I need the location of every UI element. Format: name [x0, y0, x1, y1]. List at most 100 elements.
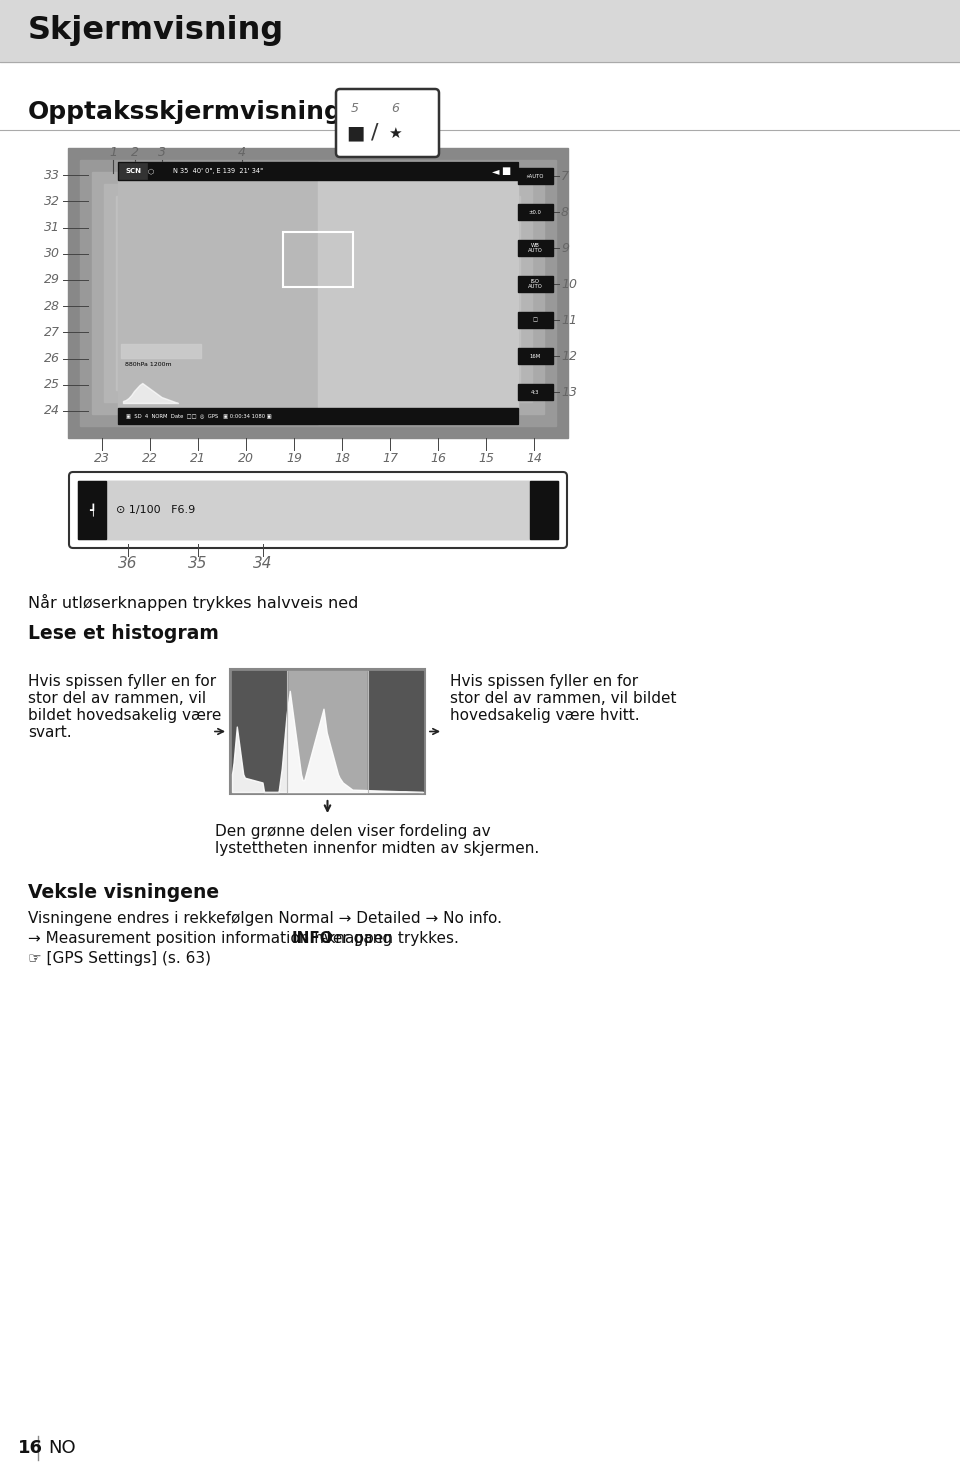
Text: ⊙ 1/100   F6.9: ⊙ 1/100 F6.9	[116, 505, 195, 516]
Bar	[518, 313, 553, 328]
Bar	[318, 162, 518, 424]
Text: WB
AUTO: WB AUTO	[528, 243, 542, 253]
Bar	[68, 148, 568, 439]
Text: Opptaksskjermvisninger: Opptaksskjermvisninger	[28, 99, 372, 124]
Bar	[104, 184, 532, 402]
Text: svart.: svart.	[28, 725, 72, 740]
Text: 1: 1	[109, 147, 117, 160]
Text: 2: 2	[131, 147, 139, 160]
Bar	[118, 162, 518, 424]
Text: N 35  40' 0", E 139  21' 34": N 35 40' 0", E 139 21' 34"	[173, 167, 263, 173]
Text: stor del av rammen, vil: stor del av rammen, vil	[28, 691, 206, 705]
Text: 11: 11	[561, 314, 577, 326]
Text: 27: 27	[44, 326, 60, 339]
Bar	[92, 172, 544, 413]
Text: lystettheten innenfor midten av skjermen.: lystettheten innenfor midten av skjermen…	[215, 840, 540, 857]
Text: 21: 21	[190, 452, 206, 464]
Text: 3: 3	[158, 147, 166, 160]
Text: 35: 35	[188, 557, 207, 572]
Text: SCN: SCN	[125, 167, 141, 173]
Text: ┩: ┩	[88, 504, 95, 517]
Text: ±0.0: ±0.0	[529, 209, 541, 215]
Text: Lese et histogram: Lese et histogram	[28, 624, 219, 643]
Text: 34: 34	[253, 557, 273, 572]
Bar	[518, 384, 553, 400]
Text: 16M: 16M	[529, 354, 540, 359]
Text: 22: 22	[142, 452, 158, 464]
Text: 4: 4	[238, 147, 246, 160]
Text: stor del av rammen, vil bildet: stor del av rammen, vil bildet	[450, 691, 677, 705]
Text: 16: 16	[18, 1439, 43, 1457]
Text: 15: 15	[478, 452, 494, 464]
Bar	[116, 196, 520, 390]
Text: INFO: INFO	[291, 931, 333, 946]
Text: Når utløserknappen trykkes halvveis ned: Når utløserknappen trykkes halvveis ned	[28, 594, 358, 611]
Text: Skjermvisning: Skjermvisning	[28, 15, 284, 46]
Text: /: /	[372, 123, 379, 142]
Text: ◄: ◄	[492, 166, 500, 176]
Text: ★: ★	[388, 126, 402, 141]
Bar	[119, 163, 147, 179]
Text: 13: 13	[561, 385, 577, 399]
Bar	[232, 671, 423, 791]
Text: 31: 31	[44, 221, 60, 234]
Text: → Measurement position information hver gang: → Measurement position information hver …	[28, 931, 397, 946]
Bar	[518, 205, 553, 219]
Text: -knappen trykkes.: -knappen trykkes.	[322, 931, 459, 946]
Text: 4:3: 4:3	[531, 390, 540, 394]
Text: 12: 12	[561, 350, 577, 363]
Bar	[118, 408, 518, 424]
Bar	[518, 348, 553, 365]
Text: 29: 29	[44, 273, 60, 286]
Text: 17: 17	[382, 452, 398, 464]
Text: ▣  SD  4  NORM  Date  □□  ◎  GPS   ▣ 0:00:34 1080 ▣: ▣ SD 4 NORM Date □□ ◎ GPS ▣ 0:00:34 1080…	[126, 413, 272, 418]
Text: 5: 5	[351, 101, 359, 114]
Text: Hvis spissen fyller en for: Hvis spissen fyller en for	[450, 674, 638, 689]
Text: 16: 16	[430, 452, 446, 464]
Text: 23: 23	[94, 452, 110, 464]
Text: 9: 9	[561, 242, 569, 255]
Bar	[518, 276, 553, 292]
Text: 14: 14	[526, 452, 542, 464]
Bar	[530, 482, 558, 539]
Text: Visningene endres i rekkefølgen Normal → Detailed → No info.: Visningene endres i rekkefølgen Normal →…	[28, 911, 502, 926]
Text: hovedsakelig være hvitt.: hovedsakelig være hvitt.	[450, 708, 639, 723]
Bar	[518, 240, 553, 256]
Text: 20: 20	[238, 452, 254, 464]
Text: 25: 25	[44, 378, 60, 391]
Text: NO: NO	[48, 1439, 76, 1457]
Text: ⚡AUTO: ⚡AUTO	[526, 173, 544, 178]
Text: 32: 32	[44, 194, 60, 207]
Text: Veksle visningene: Veksle visningene	[28, 883, 219, 903]
Bar	[121, 344, 201, 359]
Bar	[518, 167, 553, 184]
Text: 33: 33	[44, 169, 60, 182]
Bar	[230, 668, 425, 794]
Text: 18: 18	[334, 452, 350, 464]
Text: bildet hovedsakelig være: bildet hovedsakelig være	[28, 708, 222, 723]
Text: 36: 36	[118, 557, 137, 572]
Text: 30: 30	[44, 247, 60, 261]
Bar	[0, 0, 960, 62]
Bar	[232, 671, 287, 791]
Text: 8: 8	[561, 206, 569, 218]
Bar	[118, 162, 518, 179]
Text: ☞ [GPS Settings] (s. 63): ☞ [GPS Settings] (s. 63)	[28, 951, 211, 966]
Text: ■: ■	[346, 123, 364, 142]
Text: 26: 26	[44, 353, 60, 365]
FancyBboxPatch shape	[336, 89, 439, 157]
Text: 6: 6	[391, 101, 399, 114]
Bar	[78, 482, 558, 539]
Text: 880hPa 1200m: 880hPa 1200m	[125, 363, 172, 368]
Bar	[106, 482, 530, 539]
Text: Den grønne delen viser fordeling av: Den grønne delen viser fordeling av	[215, 824, 491, 839]
Text: □: □	[533, 317, 538, 323]
FancyBboxPatch shape	[69, 471, 567, 548]
Text: 10: 10	[561, 277, 577, 290]
Text: 28: 28	[44, 299, 60, 313]
Bar	[368, 671, 423, 791]
Bar	[283, 233, 353, 288]
Text: 7: 7	[561, 169, 569, 182]
Text: 19: 19	[286, 452, 302, 464]
Text: ISO
AUTO: ISO AUTO	[528, 279, 542, 289]
